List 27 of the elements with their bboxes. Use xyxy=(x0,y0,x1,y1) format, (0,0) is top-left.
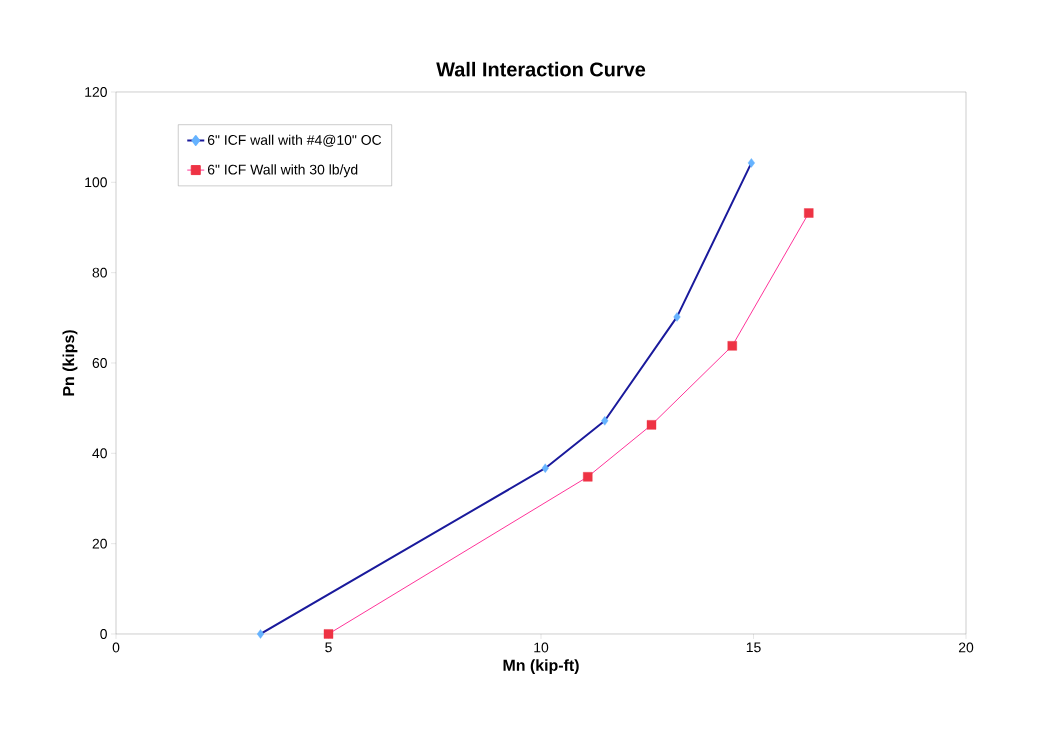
y-tick-label: 120 xyxy=(85,87,107,97)
point xyxy=(256,629,265,639)
x-tick-label: 10 xyxy=(534,642,549,653)
x-tick-label: 20 xyxy=(958,642,974,653)
y-tick-label: 20 xyxy=(92,538,107,549)
x-tick-label: 0 xyxy=(112,642,120,653)
y-axis-title: Pn (kips) xyxy=(62,330,78,396)
x-axis-title: Mn (kip-ft) xyxy=(503,659,579,675)
y-tick-label: 80 xyxy=(92,267,107,278)
point xyxy=(541,463,549,473)
y-tick-label: 0 xyxy=(100,629,107,639)
point xyxy=(583,472,593,482)
legend-label: 6" ICF Wall with 30 lb/yd xyxy=(207,164,358,178)
point xyxy=(646,420,657,430)
y-tick-label: 60 xyxy=(92,358,107,368)
point xyxy=(747,158,755,168)
x-tick-label: 15 xyxy=(746,642,761,653)
point xyxy=(601,416,609,426)
y-tick-label: 100 xyxy=(85,177,107,188)
point xyxy=(673,312,681,322)
y-tick-label: 40 xyxy=(92,448,107,459)
point xyxy=(804,208,814,218)
legend-label: 6" ICF wall with #4@10" OC xyxy=(207,134,382,147)
chart-title: Wall Interaction Curve xyxy=(436,61,646,77)
point xyxy=(727,341,737,351)
x-tick-label: 5 xyxy=(325,642,332,653)
point xyxy=(323,629,334,639)
